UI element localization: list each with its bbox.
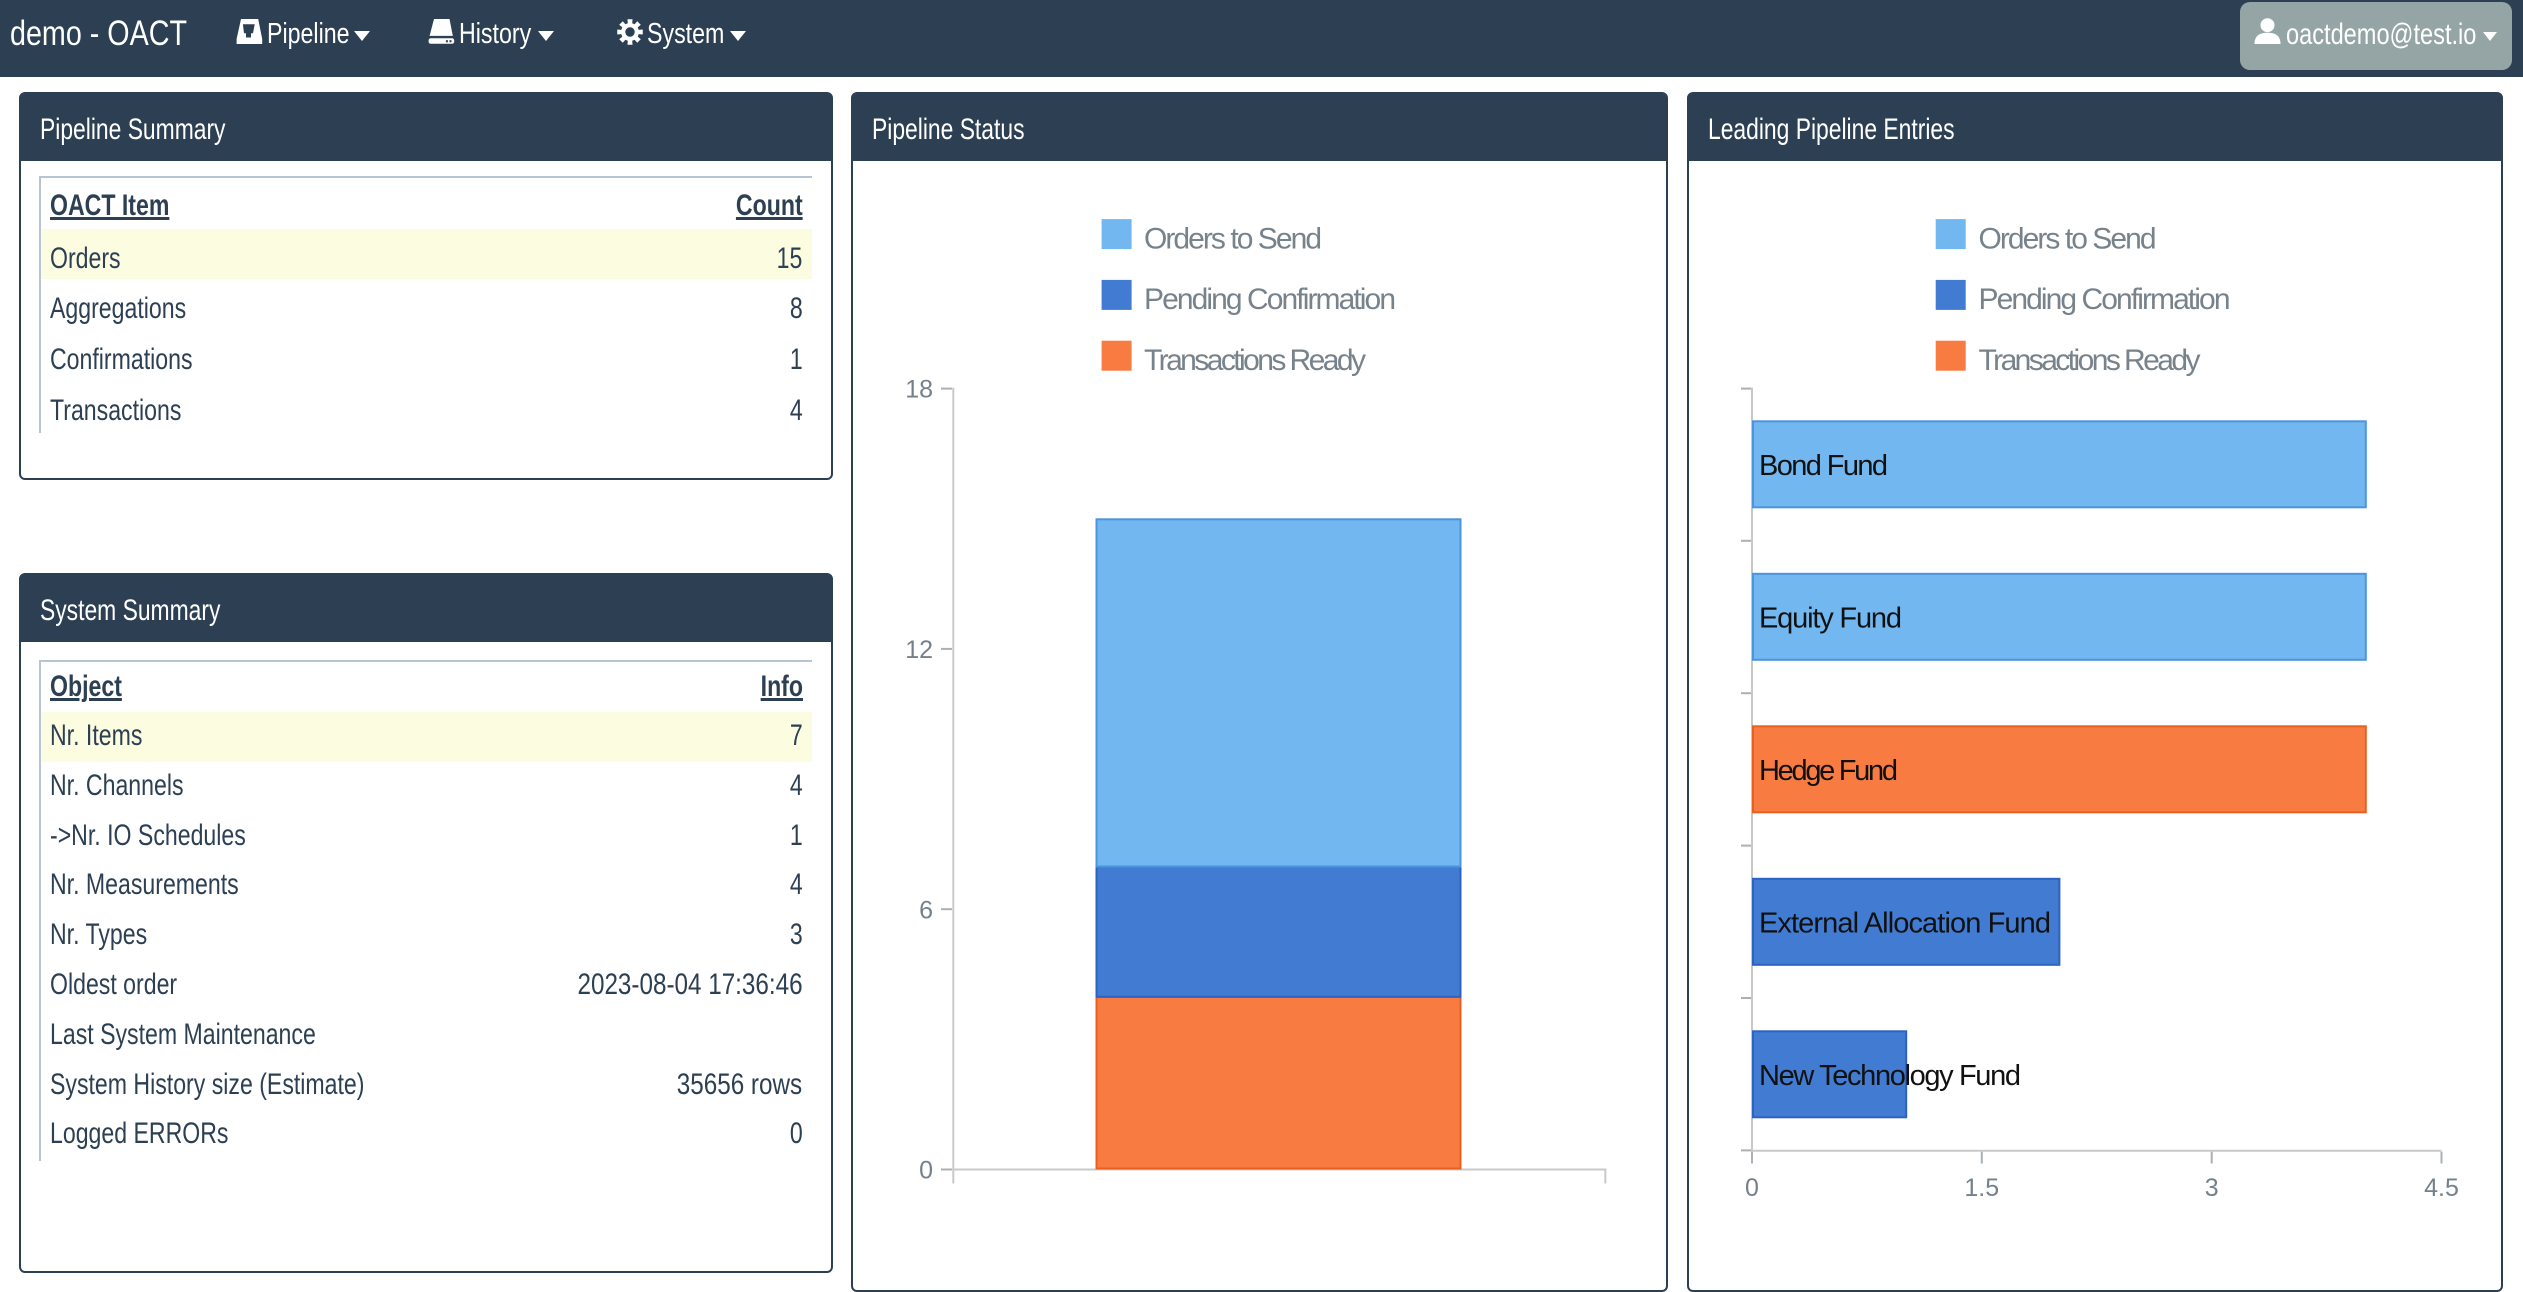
svg-text:Bond Fund: Bond Fund — [1759, 450, 1888, 482]
svg-text:Hedge Fund: Hedge Fund — [1759, 755, 1898, 787]
svg-text:Pending Confirmation: Pending Confirmation — [1979, 283, 2231, 316]
svg-text:External Allocation Fund: External Allocation Fund — [1759, 907, 2051, 939]
svg-text:Orders to Send: Orders to Send — [1979, 222, 2157, 255]
svg-text:4.5: 4.5 — [2424, 1174, 2459, 1202]
svg-text:3: 3 — [2205, 1174, 2219, 1202]
svg-text:6: 6 — [919, 896, 933, 924]
svg-text:Transactions Ready: Transactions Ready — [1144, 344, 1366, 377]
svg-text:0: 0 — [1745, 1174, 1759, 1202]
svg-text:Orders to Send: Orders to Send — [1144, 222, 1322, 255]
svg-text:18: 18 — [905, 376, 933, 404]
svg-text:0: 0 — [919, 1157, 933, 1185]
svg-text:12: 12 — [905, 636, 933, 664]
svg-text:Pending Confirmation: Pending Confirmation — [1144, 283, 1396, 316]
svg-text:Transactions Ready: Transactions Ready — [1979, 344, 2201, 377]
svg-text:1.5: 1.5 — [1964, 1174, 1999, 1202]
svg-text:New Technology Fund: New Technology Fund — [1759, 1060, 2021, 1092]
svg-text:Equity Fund: Equity Fund — [1759, 602, 1902, 634]
